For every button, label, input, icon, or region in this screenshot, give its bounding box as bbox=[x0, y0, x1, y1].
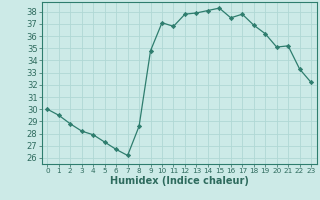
X-axis label: Humidex (Indice chaleur): Humidex (Indice chaleur) bbox=[110, 176, 249, 186]
